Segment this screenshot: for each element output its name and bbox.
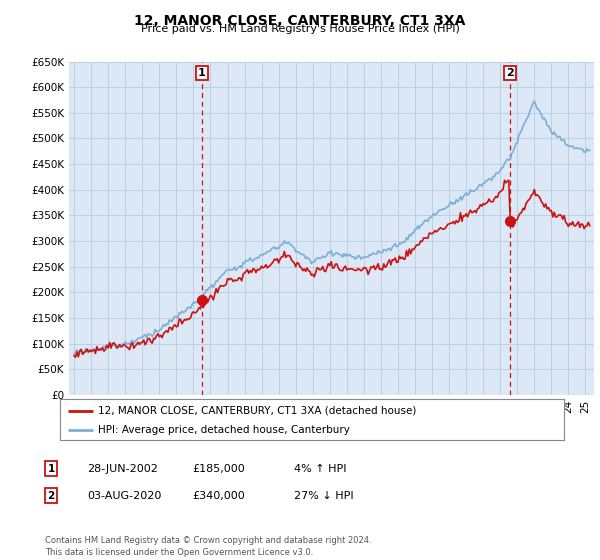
Text: 1: 1: [47, 464, 55, 474]
Text: £185,000: £185,000: [192, 464, 245, 474]
Text: 12, MANOR CLOSE, CANTERBURY, CT1 3XA (detached house): 12, MANOR CLOSE, CANTERBURY, CT1 3XA (de…: [98, 405, 416, 416]
Text: 2: 2: [47, 491, 55, 501]
Text: 12, MANOR CLOSE, CANTERBURY, CT1 3XA: 12, MANOR CLOSE, CANTERBURY, CT1 3XA: [134, 14, 466, 28]
Text: HPI: Average price, detached house, Canterbury: HPI: Average price, detached house, Cant…: [98, 424, 350, 435]
Text: 03-AUG-2020: 03-AUG-2020: [87, 491, 161, 501]
Text: Price paid vs. HM Land Registry's House Price Index (HPI): Price paid vs. HM Land Registry's House …: [140, 24, 460, 34]
Text: 27% ↓ HPI: 27% ↓ HPI: [294, 491, 353, 501]
Text: 2: 2: [506, 68, 514, 78]
Text: Contains HM Land Registry data © Crown copyright and database right 2024.
This d: Contains HM Land Registry data © Crown c…: [45, 536, 371, 557]
Text: 1: 1: [198, 68, 206, 78]
Text: 4% ↑ HPI: 4% ↑ HPI: [294, 464, 347, 474]
Text: £340,000: £340,000: [192, 491, 245, 501]
Text: 28-JUN-2002: 28-JUN-2002: [87, 464, 158, 474]
